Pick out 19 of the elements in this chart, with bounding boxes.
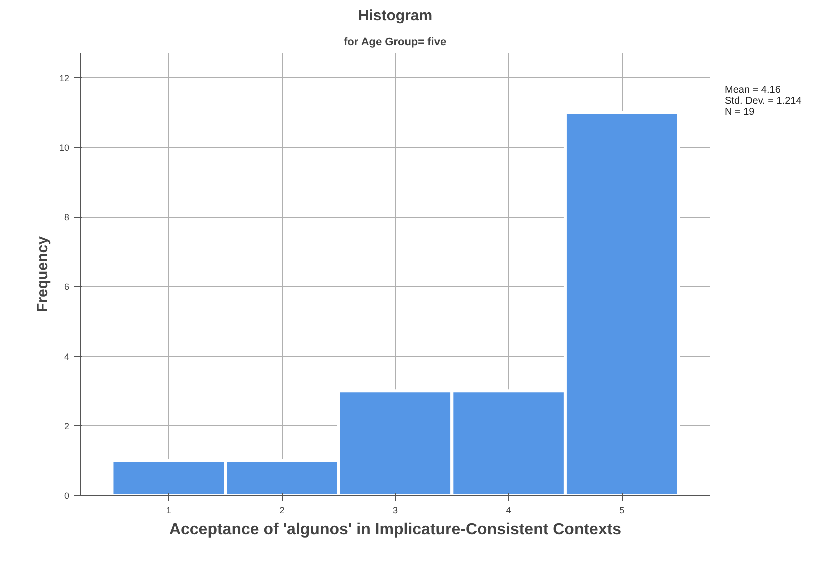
text: N = 19 bbox=[725, 107, 755, 118]
x-axis-title: Acceptance of 'algunos' in Implicature-Consistent Contexts bbox=[169, 522, 622, 538]
y-tick-label: 6 bbox=[64, 282, 70, 292]
text: Mean = 4.16 bbox=[725, 85, 781, 96]
text: Std. Dev. = 1.214 bbox=[725, 96, 802, 107]
y-tick-label: 4 bbox=[64, 352, 70, 362]
chart-subtitle: for Age Group= five bbox=[344, 36, 447, 48]
y-tick-label: 10 bbox=[59, 142, 70, 153]
y-tick-label: 8 bbox=[64, 212, 70, 223]
y-tick-label: 2 bbox=[64, 421, 70, 432]
x-tick-label: 4 bbox=[506, 506, 512, 516]
chart-title: Histogram bbox=[358, 8, 433, 24]
y-tick-label: 0 bbox=[64, 491, 70, 501]
x-tick-label: 5 bbox=[620, 506, 625, 516]
x-tick-label: 2 bbox=[280, 506, 285, 516]
x-tick-label: 3 bbox=[392, 506, 398, 516]
y-axis-title: Frequency bbox=[34, 236, 52, 312]
y-tick-label: 12 bbox=[59, 73, 70, 84]
x-tick-label: 1 bbox=[166, 506, 172, 516]
